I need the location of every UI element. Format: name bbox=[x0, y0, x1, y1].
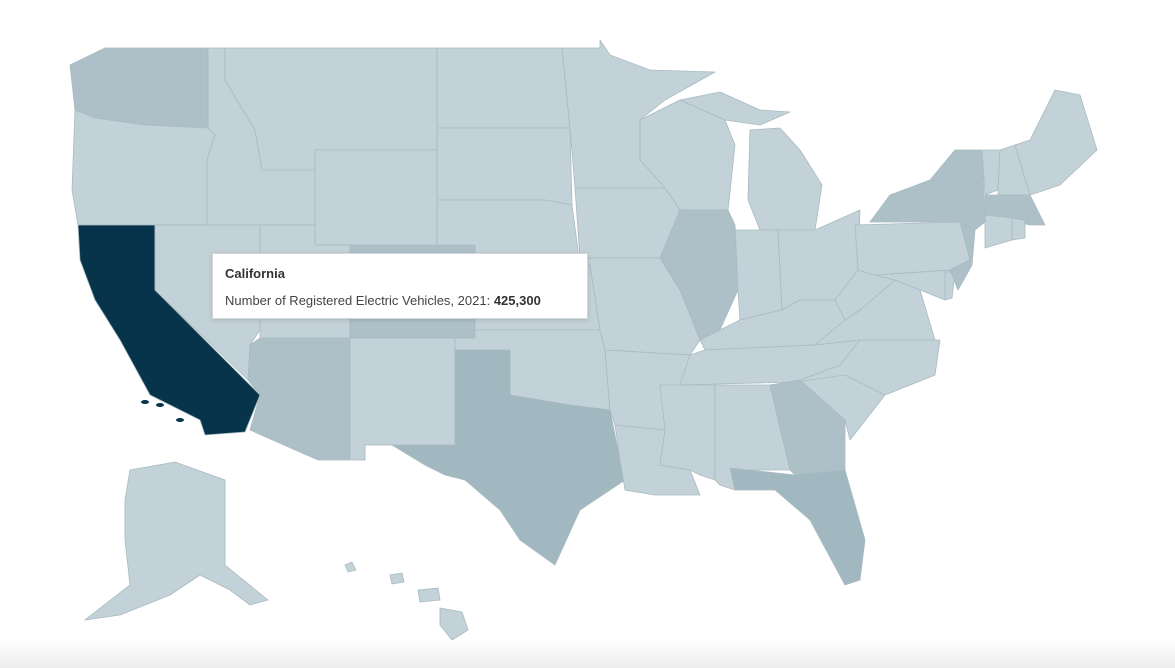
state-pa[interactable] bbox=[854, 221, 971, 276]
state-in[interactable] bbox=[734, 224, 783, 321]
bottom-strip bbox=[0, 640, 1175, 668]
state-me[interactable] bbox=[1014, 89, 1098, 196]
state-wy[interactable] bbox=[314, 149, 438, 246]
state-ri[interactable] bbox=[1011, 217, 1026, 241]
state-hi[interactable] bbox=[389, 572, 405, 585]
state-mi[interactable] bbox=[679, 91, 791, 126]
state-hi[interactable] bbox=[439, 607, 469, 641]
state-tx[interactable] bbox=[391, 349, 626, 566]
state-ca-island[interactable] bbox=[141, 400, 149, 404]
state-ms[interactable] bbox=[659, 384, 716, 481]
state-ca-island[interactable] bbox=[156, 403, 164, 407]
state-hi[interactable] bbox=[344, 561, 357, 573]
tooltip-metric-value: 425,300 bbox=[493, 293, 541, 308]
state-or[interactable] bbox=[71, 109, 216, 226]
state-nm[interactable] bbox=[349, 337, 456, 461]
state-ak[interactable] bbox=[84, 461, 269, 621]
state-ny[interactable] bbox=[869, 149, 986, 231]
state-mi[interactable] bbox=[747, 127, 823, 231]
tooltip-state-name: California bbox=[225, 266, 285, 281]
tooltip-metric-label: Number of Registered Electric Vehicles, … bbox=[225, 293, 491, 308]
state-nc[interactable] bbox=[794, 339, 941, 396]
state-vt[interactable] bbox=[981, 149, 1001, 196]
state-az[interactable] bbox=[247, 337, 351, 461]
state-ct[interactable] bbox=[984, 214, 1013, 249]
state-ca-island[interactable] bbox=[176, 418, 184, 422]
state-hi[interactable] bbox=[417, 587, 441, 603]
tooltip-metric: Number of Registered Electric Vehicles, … bbox=[225, 293, 575, 308]
state-tooltip: California Number of Registered Electric… bbox=[212, 253, 588, 319]
state-fl[interactable] bbox=[729, 467, 866, 586]
state-nd[interactable] bbox=[436, 47, 571, 129]
state-sd[interactable] bbox=[436, 127, 573, 206]
